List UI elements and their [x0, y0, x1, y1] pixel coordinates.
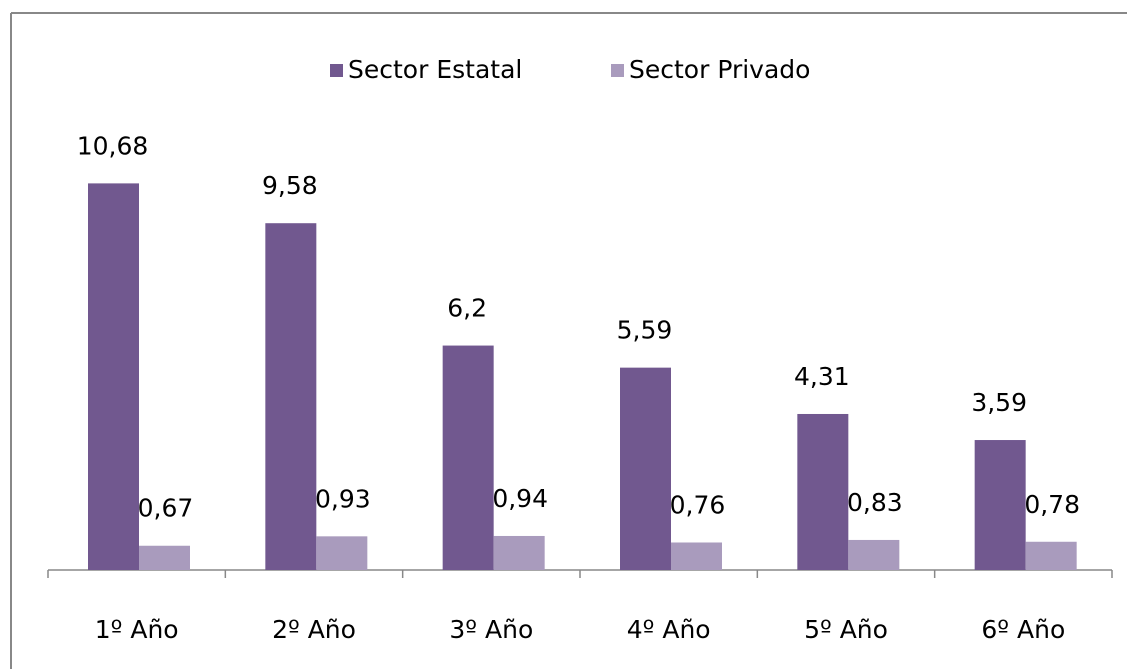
bar [620, 367, 671, 570]
legend-swatch [330, 64, 343, 77]
data-label: 0,67 [138, 494, 194, 523]
data-label: 6,2 [447, 294, 487, 323]
legend-swatch [611, 64, 624, 77]
bar [671, 542, 722, 570]
bar [139, 545, 190, 570]
bar [265, 223, 317, 571]
bar [974, 440, 1026, 570]
data-label: 0,83 [847, 488, 903, 517]
bar [442, 345, 494, 570]
x-tick-label: 2º Año [272, 615, 356, 644]
bar [848, 539, 900, 570]
data-label: 0,76 [670, 490, 726, 519]
legend-label: Sector Estatal [348, 55, 522, 84]
data-label: 0,78 [1024, 490, 1080, 519]
bar [1025, 541, 1077, 570]
x-tick-label: 1º Año [95, 615, 179, 644]
x-tick-label: 4º Año [627, 615, 711, 644]
legend-label: Sector Privado [629, 55, 810, 84]
data-label: 4,31 [794, 362, 850, 391]
bar [88, 183, 139, 570]
data-label: 0,93 [315, 484, 371, 513]
x-tick-label: 5º Año [804, 615, 888, 644]
bar [316, 536, 368, 570]
data-label: 3,59 [971, 388, 1027, 417]
bar [797, 413, 849, 570]
data-label: 0,94 [492, 484, 548, 513]
bar [493, 535, 545, 570]
data-label: 5,59 [617, 316, 673, 345]
x-tick-label: 3º Año [449, 615, 533, 644]
data-label: 9,58 [262, 171, 318, 200]
data-label: 10,68 [77, 131, 149, 160]
x-tick-label: 6º Año [981, 615, 1065, 644]
